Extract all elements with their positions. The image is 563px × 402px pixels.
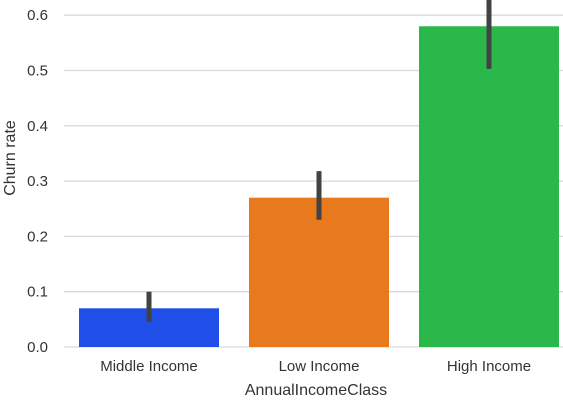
y-tick-label: 0.3 <box>27 173 48 190</box>
y-tick-label: 0.1 <box>27 284 48 301</box>
x-tick-label: High Income <box>447 358 531 375</box>
bar-high-income <box>419 26 559 347</box>
x-tick-label: Middle Income <box>100 358 198 375</box>
x-axis-label: AnnualIncomeClass <box>245 382 387 399</box>
y-tick-label: 0.5 <box>27 63 48 80</box>
y-tick-labels: 0.0 0.1 0.2 0.3 0.4 0.5 0.6 <box>27 7 48 356</box>
x-tick-label: Low Income <box>279 358 360 375</box>
y-tick-label: 0.6 <box>27 7 48 24</box>
bar-low-income <box>249 197 389 347</box>
y-tick-label: 0.0 <box>27 339 48 356</box>
x-tick-labels: Middle Income Low Income High Income <box>100 358 531 375</box>
bars <box>79 26 559 347</box>
y-axis-label: Churn rate <box>2 120 19 196</box>
y-tick-label: 0.2 <box>27 228 48 245</box>
y-tick-label: 0.4 <box>27 118 48 135</box>
error-bars <box>146 0 492 323</box>
